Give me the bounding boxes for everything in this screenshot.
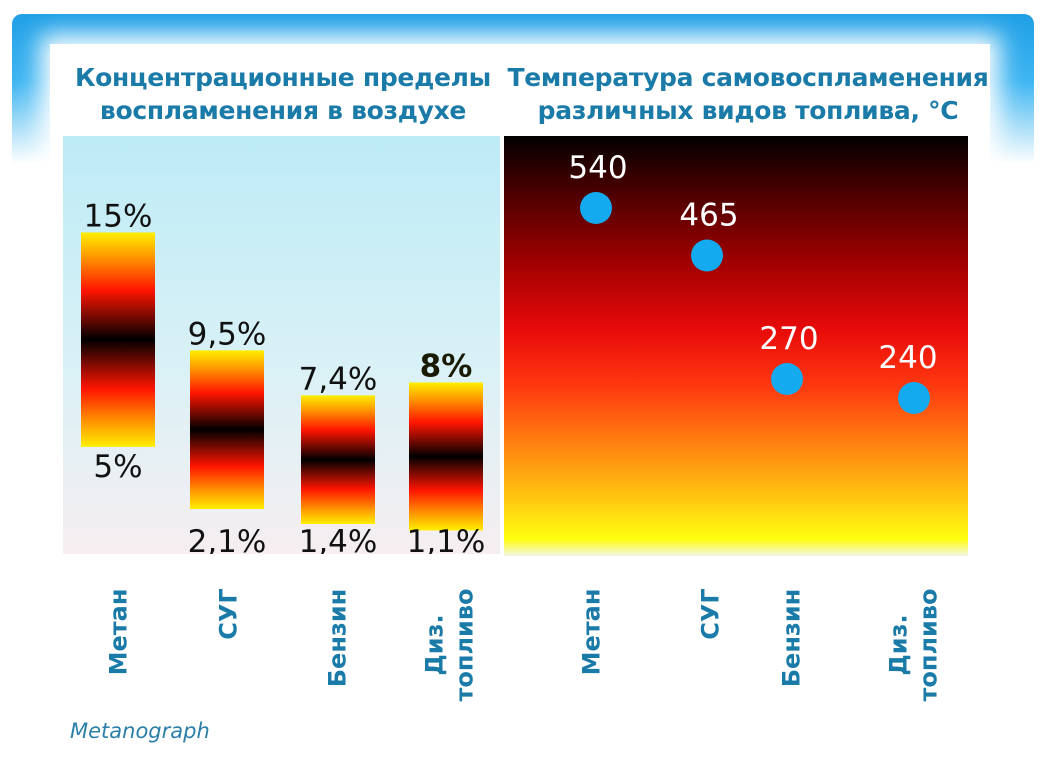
category-label: СУГ <box>695 588 725 639</box>
temperature-point <box>580 192 612 224</box>
category-label: Метан <box>103 588 133 675</box>
chart-title-right-line2: различных видов топлива, °С <box>537 96 959 125</box>
category-label-line: топливо <box>914 587 943 702</box>
temperature-value-label: 270 <box>759 321 818 357</box>
chart-title-right: Температура самовоспламенения различных … <box>500 61 996 127</box>
temperature-point <box>691 239 723 272</box>
category-label-line: Бензин <box>322 588 351 687</box>
upper-limit-label: 9,5% <box>188 316 267 352</box>
category-label: Метан <box>576 588 606 675</box>
temperature-point <box>771 363 803 395</box>
upper-limit-label: 8% <box>420 349 473 385</box>
temperature-value-label: 465 <box>679 198 738 234</box>
chart-title-left: Концентрационные пределы воспламенения в… <box>60 61 506 127</box>
upper-limit-label: 7,4% <box>299 361 378 397</box>
flammability-limits-chart: 15% 5% 9,5% 2,1% 7,4% 1,4% 8% 1,1% <box>81 198 486 554</box>
category-label-line: Метан <box>103 588 132 675</box>
range-bar <box>301 395 375 524</box>
category-label: СУГ <box>213 588 243 639</box>
range-bar <box>81 232 155 447</box>
chart-title-right-line1: Температура самовоспламенения <box>507 63 989 92</box>
category-label-line: топливо <box>450 587 479 702</box>
category-label-line: Диз. <box>884 613 913 676</box>
category-label-line: Метан <box>576 588 605 675</box>
category-label-line: СУГ <box>696 587 725 640</box>
temperature-point <box>898 382 930 414</box>
category-label: Бензин <box>322 588 352 687</box>
lower-limit-label: 2,1% <box>188 524 267 554</box>
category-label-line: СУГ <box>214 587 243 640</box>
chart-title-left-line2: воспламенения в воздухе <box>99 96 467 125</box>
category-label: Бензин <box>776 588 806 687</box>
category-label-line: Бензин <box>776 588 805 687</box>
lower-limit-label: 1,4% <box>299 524 378 554</box>
footer-brand: Metanograph <box>70 719 210 743</box>
temperature-value-label: 540 <box>568 150 627 186</box>
temperature-value-label: 240 <box>878 340 937 376</box>
upper-limit-label: 15% <box>84 198 153 234</box>
chart-title-left-line1: Концентрационные пределы <box>75 63 491 92</box>
range-bar <box>190 350 264 509</box>
autoignition-temperature-chart: 540 465 270 240 <box>568 150 938 414</box>
category-label: Диз. топливо <box>419 588 479 701</box>
lower-limit-label: 5% <box>93 449 142 485</box>
lower-limit-label: 1,1% <box>407 524 486 554</box>
range-bar <box>409 382 483 531</box>
category-label: Диз. топливо <box>883 588 943 701</box>
category-label-line: Диз. <box>420 613 449 676</box>
